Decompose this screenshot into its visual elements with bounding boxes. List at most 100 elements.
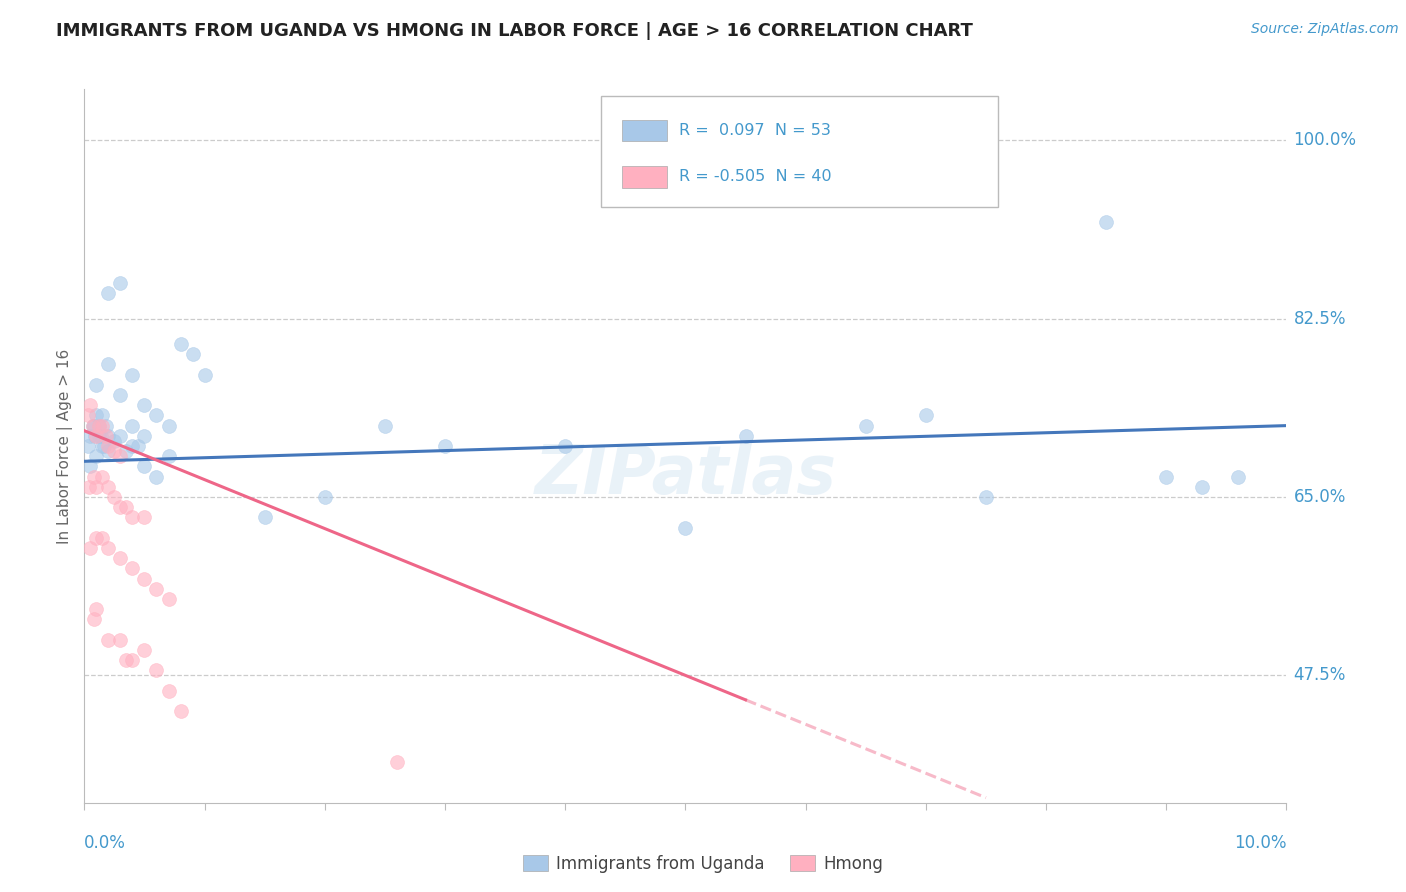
Point xyxy=(157,591,180,606)
Point xyxy=(86,377,108,392)
Point xyxy=(1156,469,1178,483)
Text: ZIPatlas: ZIPatlas xyxy=(534,442,837,508)
Text: R =  0.097  N = 53: R = 0.097 N = 53 xyxy=(679,123,831,138)
Text: Source: ZipAtlas.com: Source: ZipAtlas.com xyxy=(1251,22,1399,37)
Point xyxy=(110,429,132,443)
Text: 47.5%: 47.5% xyxy=(1294,666,1346,684)
Point xyxy=(134,643,156,657)
Point xyxy=(83,469,105,483)
Point xyxy=(87,418,110,433)
Point xyxy=(134,510,156,524)
Point xyxy=(86,480,108,494)
Point xyxy=(87,429,110,443)
Point xyxy=(110,449,132,463)
Bar xyxy=(621,166,668,187)
Point xyxy=(86,409,108,423)
Point xyxy=(121,561,143,575)
Point xyxy=(115,653,138,667)
Point xyxy=(82,418,104,433)
Point xyxy=(97,541,120,555)
Point xyxy=(91,409,114,423)
Point xyxy=(1191,480,1213,494)
Point xyxy=(374,418,396,433)
Point xyxy=(157,683,180,698)
Point xyxy=(79,459,101,474)
Point xyxy=(145,409,167,423)
Point xyxy=(86,449,108,463)
Point xyxy=(94,418,117,433)
Point xyxy=(97,632,120,647)
Text: 65.0%: 65.0% xyxy=(1294,488,1346,506)
Point xyxy=(82,418,104,433)
Point xyxy=(86,531,108,545)
Point xyxy=(79,541,101,555)
Point xyxy=(97,358,120,372)
Text: 0.0%: 0.0% xyxy=(84,834,127,852)
Point xyxy=(855,418,877,433)
Point xyxy=(675,520,697,534)
Point xyxy=(157,418,180,433)
Point xyxy=(97,439,120,453)
Text: R = -0.505  N = 40: R = -0.505 N = 40 xyxy=(679,169,832,185)
Point xyxy=(91,418,114,433)
Point xyxy=(734,429,756,443)
Point xyxy=(121,418,143,433)
Point xyxy=(157,449,180,463)
Point xyxy=(385,755,408,769)
Point xyxy=(91,439,114,453)
Point xyxy=(253,510,276,524)
Point xyxy=(77,480,100,494)
Y-axis label: In Labor Force | Age > 16: In Labor Force | Age > 16 xyxy=(58,349,73,543)
Point xyxy=(87,418,110,433)
Text: 100.0%: 100.0% xyxy=(1294,131,1357,149)
Text: IMMIGRANTS FROM UGANDA VS HMONG IN LABOR FORCE | AGE > 16 CORRELATION CHART: IMMIGRANTS FROM UGANDA VS HMONG IN LABOR… xyxy=(56,22,973,40)
Point xyxy=(1095,215,1118,229)
Point xyxy=(110,500,132,515)
Point xyxy=(110,551,132,566)
Point xyxy=(97,286,120,301)
Point xyxy=(86,602,108,616)
Point xyxy=(134,572,156,586)
Point xyxy=(134,398,156,412)
Point xyxy=(110,632,132,647)
Point xyxy=(121,368,143,382)
Point xyxy=(110,388,132,402)
Point xyxy=(127,439,149,453)
Point xyxy=(134,459,156,474)
Point xyxy=(103,444,125,458)
Point xyxy=(91,469,114,483)
Point xyxy=(145,469,167,483)
Point xyxy=(77,439,100,453)
Point xyxy=(121,510,143,524)
Point xyxy=(97,429,120,443)
Text: 82.5%: 82.5% xyxy=(1294,310,1346,327)
Point xyxy=(974,490,997,504)
Point xyxy=(434,439,457,453)
FancyBboxPatch shape xyxy=(602,96,998,207)
Point xyxy=(121,439,143,453)
Point xyxy=(79,429,101,443)
Point xyxy=(110,276,132,290)
Point xyxy=(1227,469,1250,483)
Point xyxy=(145,582,167,596)
Point xyxy=(314,490,336,504)
Point xyxy=(83,612,105,626)
Point xyxy=(169,337,191,351)
Point xyxy=(86,429,108,443)
Point xyxy=(77,409,100,423)
Point xyxy=(169,704,191,718)
Text: 10.0%: 10.0% xyxy=(1234,834,1286,852)
Point xyxy=(554,439,576,453)
Point xyxy=(181,347,204,361)
Point xyxy=(194,368,217,382)
Point xyxy=(91,531,114,545)
Point xyxy=(94,429,117,443)
Point xyxy=(93,439,115,453)
Point xyxy=(97,444,120,458)
Point xyxy=(115,500,138,515)
Point xyxy=(90,429,112,443)
Point xyxy=(145,663,167,677)
Bar xyxy=(621,120,668,141)
Point xyxy=(121,653,143,667)
Point xyxy=(134,429,156,443)
